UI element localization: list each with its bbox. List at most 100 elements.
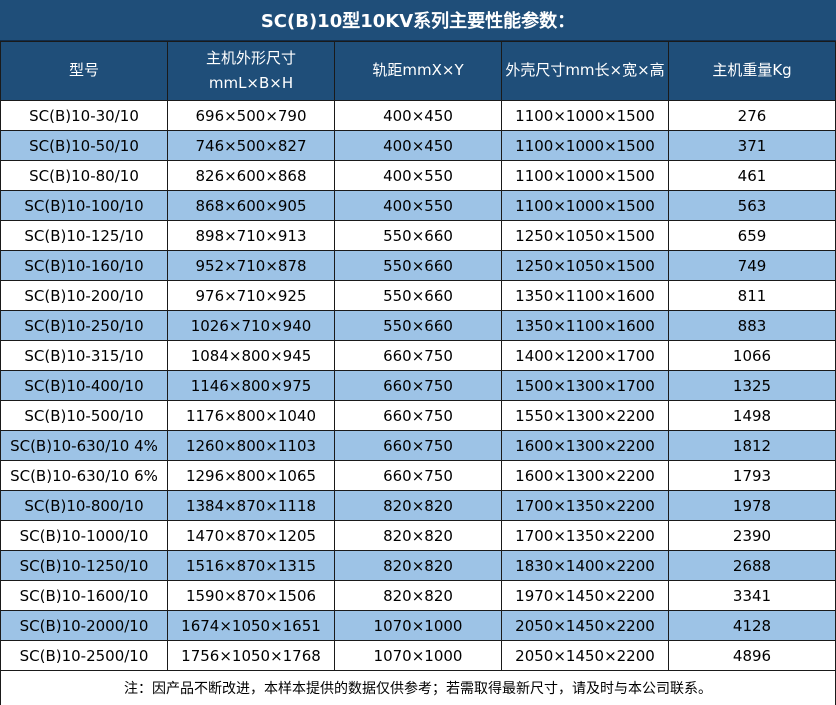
table-cell: 550×660 [334, 250, 502, 281]
table-cell: 952×710×878 [167, 250, 335, 281]
column-header-model: 型号 [0, 41, 168, 101]
table-cell: 660×750 [334, 340, 502, 371]
table-cell: 1066 [668, 340, 836, 371]
table-cell: 820×820 [334, 580, 502, 611]
table-cell: 820×820 [334, 520, 502, 551]
table-cell: 1830×1400×2200 [501, 550, 669, 581]
table-cell: 1176×800×1040 [167, 400, 335, 431]
table-cell: 3341 [668, 580, 836, 611]
table-cell: 1970×1450×2200 [501, 580, 669, 611]
table-cell: 1100×1000×1500 [501, 130, 669, 161]
table-cell: 1384×870×1118 [167, 490, 335, 521]
table-cell: SC(B)10-80/10 [0, 160, 168, 191]
table-cell: 660×750 [334, 460, 502, 491]
table-cell: 550×660 [334, 220, 502, 251]
table-row: SC(B)10-1250/10 1516×870×1315 820×820 1830×… [0, 550, 836, 581]
table-row: SC(B)10-500/10 1176×800×1040 660×750 1550×1… [0, 400, 836, 431]
footnote: 注：因产品不断改进，本样本提供的数据仅供参考；若需取得最新尺寸，请及时与本公司联… [0, 671, 836, 705]
table-cell: SC(B)10-200/10 [0, 280, 168, 311]
table-cell: 1470×870×1205 [167, 520, 335, 551]
table-cell: SC(B)10-2500/10 [0, 640, 168, 671]
table-row: SC(B)10-1600/10 1590×870×1506 820×820 1970×… [0, 580, 836, 611]
table-cell: 400×450 [334, 100, 502, 131]
table-cell: 1260×800×1103 [167, 430, 335, 461]
table-cell: 1600×1300×2200 [501, 430, 669, 461]
table-cell: 1756×1050×1768 [167, 640, 335, 671]
table-cell: 1500×1300×1700 [501, 370, 669, 401]
table-cell: 2390 [668, 520, 836, 551]
table-cell: 563 [668, 190, 836, 221]
table-cell: 276 [668, 100, 836, 131]
table-row: SC(B)10-250/10 1026×710×940 550×660 1350×11… [0, 310, 836, 341]
column-header-weight: 主机重量Kg [668, 41, 836, 101]
table-cell: SC(B)10-1250/10 [0, 550, 168, 581]
table-cell: SC(B)10-1600/10 [0, 580, 168, 611]
table-cell: 1674×1050×1651 [167, 610, 335, 641]
table-cell: 1600×1300×2200 [501, 460, 669, 491]
table-cell: 811 [668, 280, 836, 311]
table-cell: 1700×1350×2200 [501, 520, 669, 551]
table-row: SC(B)10-80/10 826×600×868 400×550 1100×1000… [0, 160, 836, 191]
table-cell: 1400×1200×1700 [501, 340, 669, 371]
table-cell: 1590×870×1506 [167, 580, 335, 611]
table-cell: SC(B)10-630/10 6% [0, 460, 168, 491]
table-cell: 660×750 [334, 370, 502, 401]
table-row: SC(B)10-200/10 976×710×925 550×660 1350×110… [0, 280, 836, 311]
table-cell: 976×710×925 [167, 280, 335, 311]
table-row: SC(B)10-50/10 746×500×827 400×450 1100×1000… [0, 130, 836, 161]
table-cell: SC(B)10-2000/10 [0, 610, 168, 641]
table-cell: 1026×710×940 [167, 310, 335, 341]
table-row: SC(B)10-630/10 6% 1296×800×1065 660×750 160… [0, 460, 836, 491]
table-row: SC(B)10-315/10 1084×800×945 660×750 1400×12… [0, 340, 836, 371]
table-cell: 749 [668, 250, 836, 281]
table-cell: 4128 [668, 610, 836, 641]
table-cell: 1978 [668, 490, 836, 521]
table-cell: SC(B)10-250/10 [0, 310, 168, 341]
column-header-main-dimensions-line2: mmL×B×H [208, 74, 294, 92]
table-cell: 2050×1450×2200 [501, 610, 669, 641]
table-cell: SC(B)10-400/10 [0, 370, 168, 401]
table-row: SC(B)10-2500/10 1756×1050×1768 1070×1000 20… [0, 640, 836, 671]
table-cell: SC(B)10-800/10 [0, 490, 168, 521]
table-row: SC(B)10-400/10 1146×800×975 660×750 1500×13… [0, 370, 836, 401]
table-cell: 1350×1100×1600 [501, 280, 669, 311]
table-cell: 898×710×913 [167, 220, 335, 251]
table-cell: 1100×1000×1500 [501, 100, 669, 131]
table-cell: 1100×1000×1500 [501, 160, 669, 191]
table-cell: 1550×1300×2200 [501, 400, 669, 431]
table-row: SC(B)10-125/10 898×710×913 550×660 1250×105… [0, 220, 836, 251]
table-cell: 1325 [668, 370, 836, 401]
table-cell: 1250×1050×1500 [501, 220, 669, 251]
table-cell: 400×550 [334, 190, 502, 221]
table-cell: 1100×1000×1500 [501, 190, 669, 221]
table-cell: 696×500×790 [167, 100, 335, 131]
table-cell: 820×820 [334, 550, 502, 581]
table-cell: 1516×870×1315 [167, 550, 335, 581]
table-cell: SC(B)10-315/10 [0, 340, 168, 371]
table-cell: SC(B)10-100/10 [0, 190, 168, 221]
table-cell: 1250×1050×1500 [501, 250, 669, 281]
table-cell: 400×450 [334, 130, 502, 161]
table-cell: 2050×1450×2200 [501, 640, 669, 671]
table-cell: 1296×800×1065 [167, 460, 335, 491]
table-cell: 1070×1000 [334, 610, 502, 641]
table-cell: 820×820 [334, 490, 502, 521]
table-cell: 1812 [668, 430, 836, 461]
table-cell: SC(B)10-50/10 [0, 130, 168, 161]
table-cell: 826×600×868 [167, 160, 335, 191]
table-cell: SC(B)10-1000/10 [0, 520, 168, 551]
table-cell: 371 [668, 130, 836, 161]
table-cell: 1793 [668, 460, 836, 491]
table-cell: 550×660 [334, 310, 502, 341]
table-cell: SC(B)10-160/10 [0, 250, 168, 281]
table-cell: SC(B)10-30/10 [0, 100, 168, 131]
table-cell: 660×750 [334, 400, 502, 431]
table-row: SC(B)10-160/10 952×710×878 550×660 1250×105… [0, 250, 836, 281]
table-cell: 1350×1100×1600 [501, 310, 669, 341]
column-header-main-dimensions: 主机外形尺寸 mmL×B×H [167, 41, 335, 101]
table-cell: 659 [668, 220, 836, 251]
table-cell: 883 [668, 310, 836, 341]
column-header-shell-dimensions: 外壳尺寸mm长×宽×高 [501, 41, 669, 101]
table-cell: 868×600×905 [167, 190, 335, 221]
